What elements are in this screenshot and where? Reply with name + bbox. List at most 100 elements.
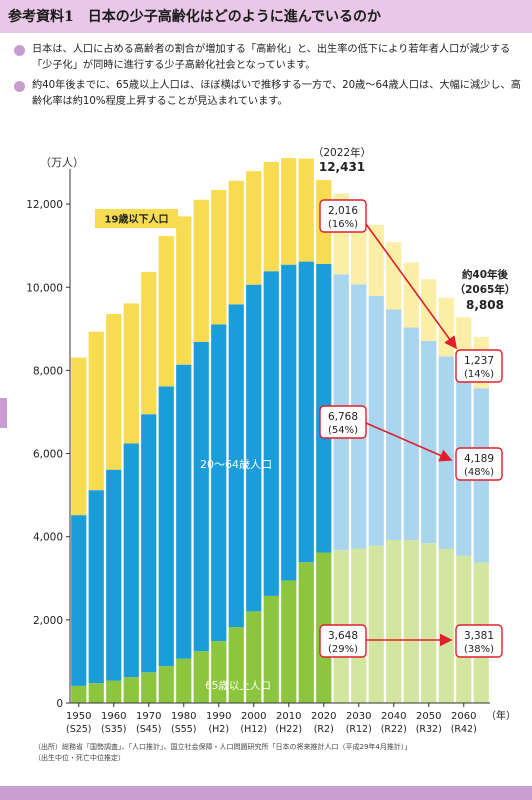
- bar-segment-elderly: [141, 672, 157, 703]
- header-bar: 参考資料1 日本の少子高齢化はどのように進んでいるのか: [0, 0, 532, 33]
- bar-segment-elderly: [298, 562, 314, 703]
- bar-segment-elderly: [438, 549, 454, 703]
- bullet-list: 日本は、人口に占める高齢者の割合が増加する「高齢化」と、出生率の低下により若年者…: [14, 42, 522, 114]
- total-2022-value: 12,431: [319, 160, 365, 174]
- bullet-dot-icon: [14, 45, 25, 56]
- bar-segment-young: [281, 158, 297, 265]
- y-tick-label: 0: [56, 698, 63, 710]
- page-title: 参考資料1 日本の少子高齢化はどのように進んでいるのか: [8, 9, 382, 25]
- x-tick-label: 2050: [416, 711, 441, 722]
- x-tick-label: 1970: [136, 711, 161, 722]
- x-tick-era-label: (R12): [346, 724, 372, 735]
- bar-segment-young: [211, 190, 227, 325]
- working-future-value: 4,189: [464, 453, 494, 465]
- bar-segment-working: [228, 304, 244, 628]
- x-tick-era-label: (R42): [451, 724, 477, 735]
- bar-segment-elderly: [71, 685, 87, 703]
- y-tick-label: 2,000: [33, 615, 63, 627]
- x-tick-era-label: (S35): [101, 724, 127, 735]
- bar-segment-working: [368, 295, 384, 546]
- bar-segment-elderly: [88, 683, 104, 703]
- bar-segment-young: [176, 216, 192, 365]
- source-line: （出所）総務省「国勢調査」、「人口推計」、国立社会保障・人口問題研究所「日本の将…: [34, 743, 412, 751]
- elderly-now-value: 3,648: [328, 630, 358, 642]
- total-2065-year: （2065年）: [455, 283, 516, 296]
- elderly-future-value: 3,381: [464, 630, 494, 642]
- x-tick-label: 1990: [206, 711, 231, 722]
- bar-segment-elderly: [263, 595, 279, 703]
- bar-segment-elderly: [106, 680, 122, 703]
- working-future-box: [455, 447, 503, 481]
- x-tick-label: 2010: [276, 711, 301, 722]
- bar-segment-elderly: [211, 641, 227, 703]
- bar-segment-young: [193, 199, 209, 343]
- x-tick-era-label: (S55): [171, 724, 197, 735]
- bar-segment-young: [368, 224, 384, 296]
- working-series-label: 20～64歳人口: [200, 458, 272, 471]
- young-series-label: 19歳以下人口: [105, 213, 169, 226]
- bar-segment-working: [106, 469, 122, 681]
- bar-segment-working: [158, 386, 174, 667]
- x-tick-label: 1950: [66, 711, 91, 722]
- source-line: （出生中位・死亡中位推定）: [34, 754, 125, 762]
- bar-segment-working: [438, 356, 454, 550]
- bar-segment-working: [246, 284, 262, 612]
- bar-segment-young: [246, 171, 262, 285]
- x-axis-unit: （年）: [486, 709, 516, 722]
- bar-segment-elderly: [193, 651, 209, 703]
- young-future-value: 1,237: [464, 355, 494, 367]
- bar-segment-young: [228, 180, 244, 305]
- bar-segment-working: [141, 414, 157, 673]
- x-tick-label: 2030: [346, 711, 371, 722]
- bar-segment-young: [403, 262, 419, 328]
- x-tick-label: 2060: [451, 711, 476, 722]
- bar-segment-elderly: [176, 658, 192, 703]
- y-axis-label: （万人）: [40, 156, 84, 169]
- x-tick-era-label: (S45): [136, 724, 162, 735]
- bar-segment-elderly: [228, 627, 244, 703]
- bar-segment-young: [106, 314, 122, 470]
- bullet-item: 日本は、人口に占める高齢者の割合が増加する「高齢化」と、出生率の低下により若年者…: [14, 42, 522, 74]
- footer-bar: [0, 786, 532, 800]
- young-now-value: 2,016: [328, 205, 358, 217]
- x-tick-era-label: (H12): [240, 724, 267, 735]
- elderly-series-label: 65歳以上人口: [205, 680, 271, 692]
- bullet-dot-icon: [14, 81, 25, 92]
- bar-segment-working: [193, 342, 209, 652]
- x-tick-label: 2040: [381, 711, 406, 722]
- x-tick-era-label: (S25): [66, 724, 92, 735]
- elderly-now-box: [319, 624, 367, 658]
- total-2065-caption: 約40年後: [462, 268, 509, 281]
- bar-segment-working: [71, 515, 87, 686]
- bar-segment-elderly: [386, 539, 402, 703]
- bar-segment-working: [281, 264, 297, 581]
- y-tick-label: 4,000: [33, 532, 63, 544]
- bar-segment-young: [386, 242, 402, 310]
- working-now-box: [319, 405, 367, 439]
- elderly-future-box: [455, 624, 503, 658]
- young-label-box: [95, 209, 178, 228]
- young-now-percent: (16%): [328, 219, 358, 230]
- bar-segment-elderly: [158, 666, 174, 703]
- bar-segment-young: [71, 357, 87, 516]
- young-future-percent: (14%): [464, 369, 494, 380]
- bar-segment-young: [158, 236, 174, 387]
- bar-segment-young: [298, 158, 314, 262]
- y-tick-label: 12,000: [26, 199, 63, 211]
- bar-segment-young: [141, 271, 157, 415]
- x-tick-era-label: (R22): [381, 724, 407, 735]
- total-2065-value: 8,808: [466, 298, 504, 312]
- bar-segment-young: [88, 331, 104, 491]
- y-tick-label: 10,000: [26, 282, 63, 294]
- x-tick-label: 2020: [311, 711, 336, 722]
- bar-segment-elderly: [421, 543, 437, 703]
- bar-segment-working: [211, 324, 227, 642]
- x-tick-label: 1960: [101, 711, 126, 722]
- working-future-percent: (48%): [464, 467, 494, 478]
- x-tick-label: 2000: [241, 711, 266, 722]
- bar-segment-young: [263, 161, 279, 272]
- bar-segment-working: [403, 327, 419, 541]
- young-now-box: [319, 199, 367, 233]
- young-future-box: [455, 349, 503, 383]
